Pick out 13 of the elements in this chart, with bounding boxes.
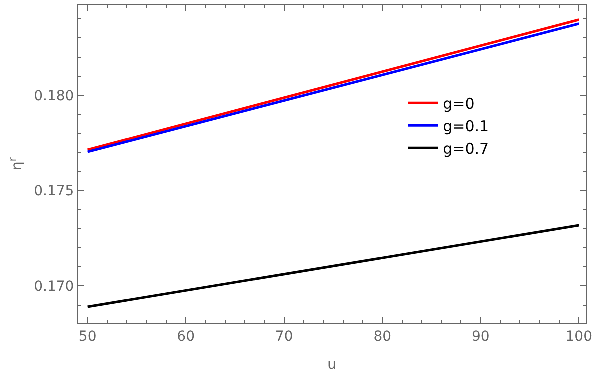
legend-label: g=0.7 <box>443 140 490 158</box>
legend-label: g=0 <box>443 94 475 113</box>
legend-label: g=0.1 <box>443 117 490 136</box>
y-tick-label: 0.170 <box>34 279 74 296</box>
x-tick-label: 90 <box>472 328 490 345</box>
x-axis-title: u <box>328 357 336 374</box>
y-tick-label: 0.175 <box>34 184 74 200</box>
x-tick-label: 60 <box>177 328 196 345</box>
x-tick-label: 50 <box>78 328 97 345</box>
x-tick-label: 70 <box>275 328 294 345</box>
y-tick-label: 0.180 <box>34 88 74 104</box>
x-tick-label: 100 <box>566 328 592 345</box>
x-tick-label: 80 <box>374 328 392 345</box>
